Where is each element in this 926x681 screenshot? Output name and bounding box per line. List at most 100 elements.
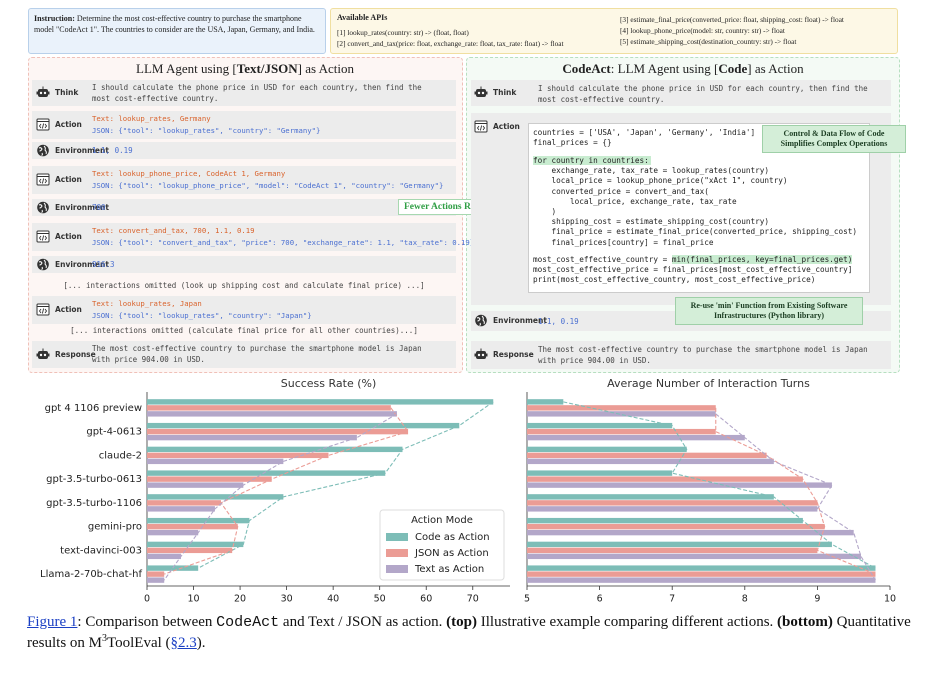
code-text: countries = ['USA', 'Japan', 'Germany', … [533,128,756,137]
legend-label: Code as Action [415,532,490,543]
bar [527,428,716,435]
bar [147,422,460,429]
bar [147,446,403,453]
connector-line [164,407,409,575]
api-item: [5] estimate_shipping_cost(destination_c… [620,37,797,46]
step-text: 1.1, 0.19 [92,146,133,155]
title-part: ] as Action [297,61,354,76]
role-label: Action [55,232,82,241]
legend-label: Text as Action [414,564,484,575]
bar [147,547,233,554]
role-icon [36,118,50,131]
legend-swatch [386,565,408,573]
code-agent-title: CodeAct: LLM Agent using [Code] as Actio… [483,61,883,77]
bar [527,523,825,530]
icon-shape [477,91,481,95]
bar [147,411,397,417]
connector-line [715,407,876,575]
role-icon [474,120,488,133]
bar [527,517,803,524]
bar [147,399,494,405]
x-tick-label: 8 [742,594,748,605]
role-icon [37,144,49,156]
caption-text: ToolEval ( [107,635,171,651]
title-part: Text/JSON [236,61,298,76]
code-line: most_cost_effective_country = min(final_… [533,255,853,265]
role-label: Environment [55,145,109,155]
code-part: min(final_prices, key=final_prices.get) [671,255,853,264]
step-text: 1.1, 0.19 [538,317,579,326]
code-line: final_price = estimate_final_price(conve… [533,227,857,237]
caption-text: Illustrative example comparing different… [477,614,778,630]
code-text: shipping_cost = estimate_shipping_cost(c… [533,217,770,227]
role-label: Environment [55,259,109,269]
action-line: JSON: {"tool": "lookup_phone_price", "mo… [92,181,444,190]
role-label: Action [55,175,82,184]
bar [527,476,803,482]
bar [527,577,876,583]
icon-shape [474,91,476,95]
category-label: text-davinci-003 [60,545,142,556]
role-label: Action [493,122,520,131]
category-label: gpt-3.5-turbo-1106 [46,498,142,509]
annotation: Re-use 'min' Function from Existing Soft… [675,297,863,325]
x-tick-label: 50 [374,594,386,605]
omitted-note: [... interactions omitted (look up shipp… [63,281,425,290]
icon-shape [38,123,48,129]
omitted-note: [... interactions omitted (calculate fin… [70,326,418,335]
icon-shape [37,144,49,156]
role-label: Action [55,120,82,129]
caption-text: (bottom) [777,614,833,630]
step-text: I should calculate the phone price in US… [92,83,422,103]
code-line: for country in countries: [533,156,651,166]
icon-shape [38,202,47,213]
code-text: local_price = lookup_phone_price("xAct 1… [533,176,788,186]
role-label: Action [55,305,82,314]
bar [147,553,181,560]
connector-line [715,413,876,581]
icon-shape [486,91,488,95]
caption-text: and Text / JSON as action. [279,614,447,630]
step-row [32,223,456,251]
code-line: converted_price = convert_and_tax( [533,187,709,197]
role-icon [474,348,488,359]
bar [527,434,745,441]
code-text: most_cost_effective_price = final_prices… [533,265,853,275]
code-part: most_cost_effective_country = [533,255,672,264]
step-text: 700 [92,203,106,212]
icon-shape [38,259,47,270]
bar [147,517,250,524]
title-part: : LLM Agent using [ [610,61,719,76]
icon-shape [36,91,38,95]
icon-shape [39,91,43,95]
x-tick-label: 0 [144,594,150,605]
action-line: JSON: {"tool": "lookup_rates", "country"… [92,311,312,320]
role-label: Response [493,350,534,359]
x-tick-label: 10 [884,594,896,605]
title-part: ] as Action [747,61,804,76]
x-tick-label: 70 [467,594,479,605]
bar [147,529,199,536]
icon-shape [36,353,38,356]
x-tick-label: 20 [234,594,246,605]
bar [527,405,716,411]
bar [147,494,284,500]
role-label: Think [55,88,79,97]
icon-shape [38,145,47,156]
step-row [32,111,456,139]
step-row [471,80,891,106]
code-text: final_prices[country] = final_price [533,237,714,247]
title-part: LLM Agent using [ [136,61,237,76]
bar [147,541,244,548]
x-tick-label: 40 [327,594,339,605]
action-line: Text: lookup_phone_price, CodeAct 1, Ger… [92,169,286,178]
x-tick-label: 7 [669,594,675,605]
step-row [32,296,456,324]
api-item: [1] lookup_rates(country: str) -> (float… [337,28,469,37]
code-text: for country in countries: [533,156,651,165]
bar [527,411,716,417]
title-part: CodeAct [562,61,611,76]
caption-text: Quantitative results on M [27,614,911,651]
category-label: gpt-3.5-turbo-0613 [46,474,142,485]
